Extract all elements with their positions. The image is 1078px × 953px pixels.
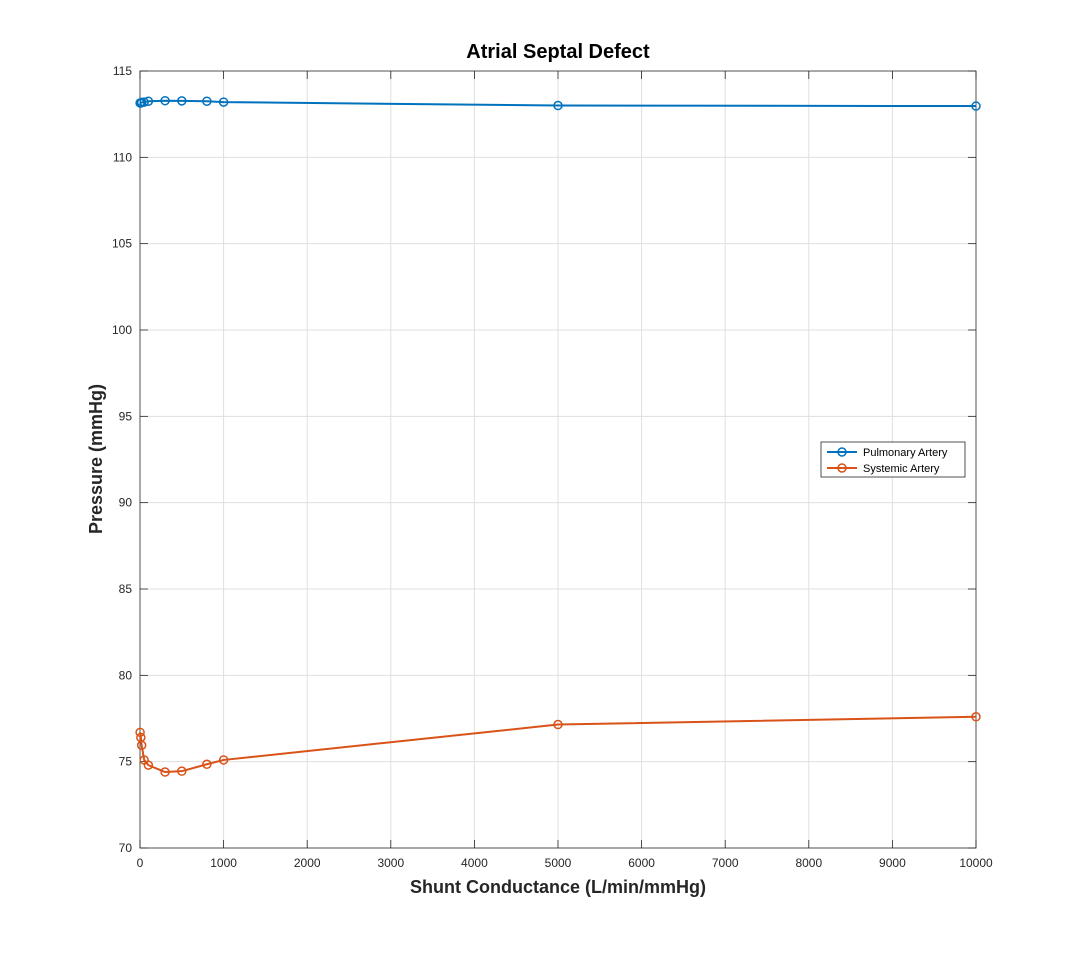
data-point-systemic-artery [136,740,147,751]
data-point-systemic-artery [160,767,170,777]
data-point-systemic-artery [177,766,187,776]
data-point-pulmonary-artery [202,96,212,106]
y-tick-label: 105 [112,237,132,251]
chart-title: Atrial Septal Defect [466,41,650,63]
legend-entry-pulmonary-artery: Pulmonary Artery [863,447,948,459]
y-tick-label: 115 [113,64,132,78]
data-point-pulmonary-artery [218,97,229,107]
x-tick-label: 2000 [294,856,321,870]
y-axis-label: Pressure (mmHg) [86,384,106,534]
legend-entry-systemic-artery: Systemic Artery [863,463,940,475]
data-point-pulmonary-artery [553,100,563,111]
legend: Pulmonary Artery Systemic Artery [820,441,966,478]
x-tick-label: 5000 [545,856,572,870]
y-tick-label: 85 [119,582,133,596]
legend-marker-systemic-artery [837,463,847,473]
data-point-systemic-artery [143,760,154,770]
series-line-pulmonary-artery [139,99,977,108]
data-point-pulmonary-artery [177,96,187,106]
data-point-systemic-artery [202,759,212,770]
data-point-systemic-artery [135,727,145,738]
grid [140,71,976,848]
x-tick-label: 1000 [210,856,237,870]
y-tick-label: 100 [112,323,132,337]
series-group [135,95,981,777]
x-tick-label: 3000 [377,856,404,870]
ticks: 0 1000 2000 3000 4000 5000 6000 7000 8000 9000 100… [112,64,993,870]
x-tick-label: 0 [137,856,144,870]
y-tick-label: 110 [113,150,132,164]
y-tick-label: 95 [119,409,133,423]
data-point-pulmonary-artery [160,95,170,106]
data-point-systemic-artery [553,719,563,730]
x-tick-label: 7000 [712,856,739,870]
data-point-pulmonary-artery [139,97,149,107]
data-point-pulmonary-artery [143,96,154,106]
y-tick-label: 80 [119,668,133,682]
y-tick-label: 75 [119,755,133,769]
x-tick-label: 8000 [795,856,822,870]
x-axis-label: Shunt Conductance (L/min/mmHg) [410,877,706,897]
data-point-systemic-artery [218,755,229,765]
series-line-systemic-artery [139,715,977,774]
data-point-systemic-artery [971,712,981,722]
x-tick-label: 10000 [959,856,993,870]
y-tick-label: 70 [119,841,133,855]
x-tick-label: 6000 [628,856,655,870]
data-point-pulmonary-artery [971,101,981,111]
x-tick-label: 4000 [461,856,488,870]
y-tick-label: 90 [119,496,133,510]
legend-marker-pulmonary-artery [837,447,847,457]
x-tick-label: 9000 [879,856,906,870]
